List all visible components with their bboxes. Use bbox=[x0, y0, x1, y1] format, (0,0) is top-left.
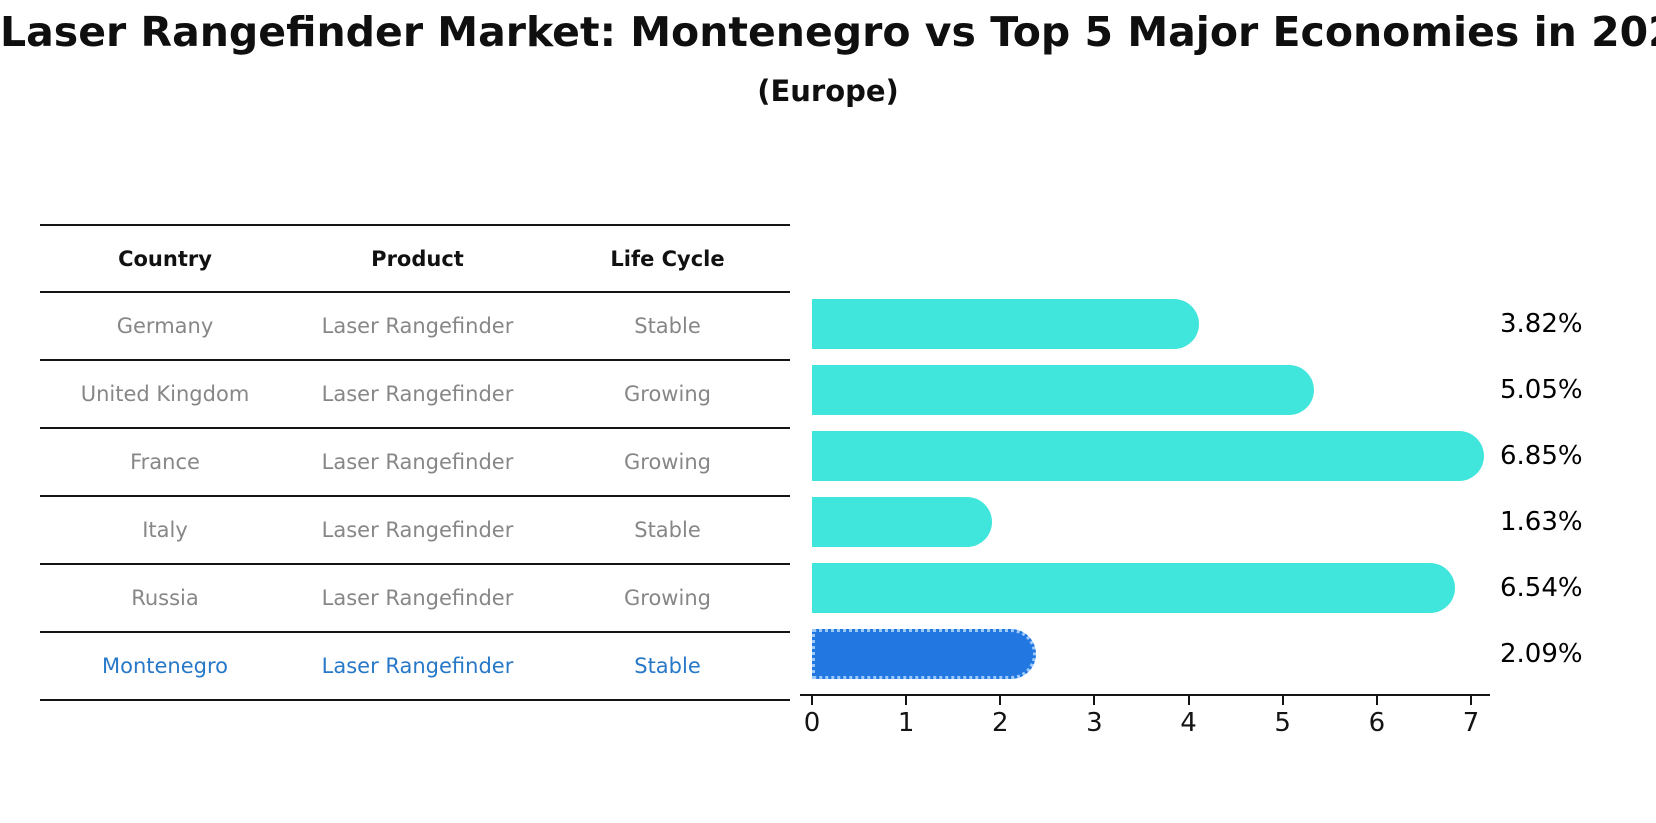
bar-row-france: 6.85% bbox=[812, 423, 1656, 489]
cell-country: Germany bbox=[116, 314, 214, 338]
value-label-italy: 1.63% bbox=[1500, 507, 1583, 537]
bar-france bbox=[812, 431, 1484, 481]
tick-label: 0 bbox=[803, 708, 821, 738]
cell-product: Laser Rangefinder bbox=[321, 518, 514, 542]
bar-montenegro bbox=[812, 629, 1036, 679]
cell-life-cycle: Stable bbox=[634, 518, 701, 542]
table-row-montenegro: Montenegro Laser Rangefinder Stable bbox=[40, 632, 790, 700]
tick-label: 3 bbox=[1086, 708, 1103, 738]
tick-mark bbox=[905, 696, 908, 705]
header-product: Product bbox=[371, 246, 464, 271]
table-header-row: Country Product Life Cycle bbox=[40, 225, 790, 292]
tick-mark bbox=[1375, 696, 1378, 705]
country-table: Country Product Life Cycle Germany Laser… bbox=[40, 224, 790, 701]
tick-mark bbox=[1187, 696, 1190, 705]
tick-mark bbox=[1281, 696, 1284, 705]
x-axis: 0 1 2 3 4 5 6 7 bbox=[800, 694, 1490, 756]
bar-italy bbox=[812, 497, 992, 547]
value-label-united-kingdom: 5.05% bbox=[1500, 375, 1583, 405]
table-row-italy: Italy Laser Rangefinder Stable bbox=[40, 496, 790, 564]
bar-row-russia: 6.54% bbox=[812, 555, 1656, 621]
table-row-france: France Laser Rangefinder Growing bbox=[40, 428, 790, 496]
value-label-russia: 6.54% bbox=[1500, 573, 1583, 603]
cell-life-cycle: Stable bbox=[634, 314, 701, 338]
bar-row-germany: 3.82% bbox=[812, 291, 1656, 357]
value-label-montenegro: 2.09% bbox=[1500, 639, 1583, 669]
value-label-france: 6.85% bbox=[1500, 441, 1583, 471]
cell-country: Russia bbox=[131, 586, 199, 610]
cell-country: United Kingdom bbox=[80, 382, 250, 406]
x-axis-tick-track: 0 1 2 3 4 5 6 7 bbox=[804, 696, 1479, 756]
cell-country: France bbox=[130, 450, 200, 474]
value-label-germany: 3.82% bbox=[1500, 309, 1583, 339]
bar-row-montenegro: 2.09% bbox=[812, 621, 1656, 687]
tick-label: 5 bbox=[1274, 708, 1291, 738]
header-country: Country bbox=[118, 246, 212, 271]
cell-country: Italy bbox=[142, 518, 188, 542]
tick-label: 7 bbox=[1462, 708, 1480, 738]
cell-life-cycle: Growing bbox=[624, 586, 711, 610]
bar-chart: 3.82% 5.05% 6.85% 1.63% 6.54% 2.09% bbox=[812, 291, 1656, 687]
cell-product: Laser Rangefinder bbox=[321, 314, 514, 338]
bar-row-united-kingdom: 5.05% bbox=[812, 357, 1656, 423]
header-life-cycle: Life Cycle bbox=[610, 246, 725, 271]
cell-life-cycle: Growing bbox=[624, 450, 711, 474]
tick-label: 4 bbox=[1180, 708, 1197, 738]
table-row-germany: Germany Laser Rangefinder Stable bbox=[40, 292, 790, 360]
tick-mark bbox=[999, 696, 1002, 705]
cell-country: Montenegro bbox=[101, 654, 228, 678]
cell-life-cycle: Stable bbox=[634, 654, 701, 678]
bar-russia bbox=[812, 563, 1455, 613]
table-row-united-kingdom: United Kingdom Laser Rangefinder Growing bbox=[40, 360, 790, 428]
bar-united-kingdom bbox=[812, 365, 1314, 415]
page-subtitle: (Europe) bbox=[757, 74, 899, 108]
cell-product: Laser Rangefinder bbox=[321, 450, 514, 474]
page-title: Laser Rangefinder Market: Montenegro vs … bbox=[0, 8, 1656, 56]
tick-label: 1 bbox=[897, 708, 915, 738]
cell-product: Laser Rangefinder bbox=[321, 586, 514, 610]
bar-row-italy: 1.63% bbox=[812, 489, 1656, 555]
cell-product: Laser Rangefinder bbox=[321, 654, 514, 678]
tick-mark bbox=[811, 696, 813, 705]
cell-life-cycle: Growing bbox=[624, 382, 711, 406]
bar-germany bbox=[812, 299, 1199, 349]
table-row-russia: Russia Laser Rangefinder Growing bbox=[40, 564, 790, 632]
cell-product: Laser Rangefinder bbox=[321, 382, 514, 406]
tick-label: 2 bbox=[992, 708, 1009, 738]
tick-label: 6 bbox=[1368, 708, 1386, 738]
tick-mark bbox=[1093, 696, 1096, 705]
tick-mark bbox=[1470, 696, 1472, 705]
